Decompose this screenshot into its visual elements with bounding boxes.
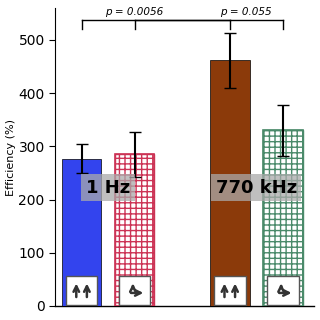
Text: p = 0.055: p = 0.055: [220, 7, 271, 17]
Bar: [267, 276, 299, 305]
Bar: [66, 276, 98, 305]
Bar: [115, 154, 154, 306]
Bar: [214, 276, 246, 305]
Bar: [263, 131, 302, 306]
Text: 1 Hz: 1 Hz: [86, 179, 130, 197]
Bar: [210, 60, 250, 306]
Text: 770 kHz: 770 kHz: [216, 179, 297, 197]
Text: p = 0.0056: p = 0.0056: [105, 7, 164, 17]
Bar: [62, 159, 101, 306]
Bar: [115, 154, 154, 306]
Y-axis label: Efficiency (%): Efficiency (%): [5, 118, 16, 196]
Bar: [263, 131, 302, 306]
Bar: [119, 276, 150, 305]
